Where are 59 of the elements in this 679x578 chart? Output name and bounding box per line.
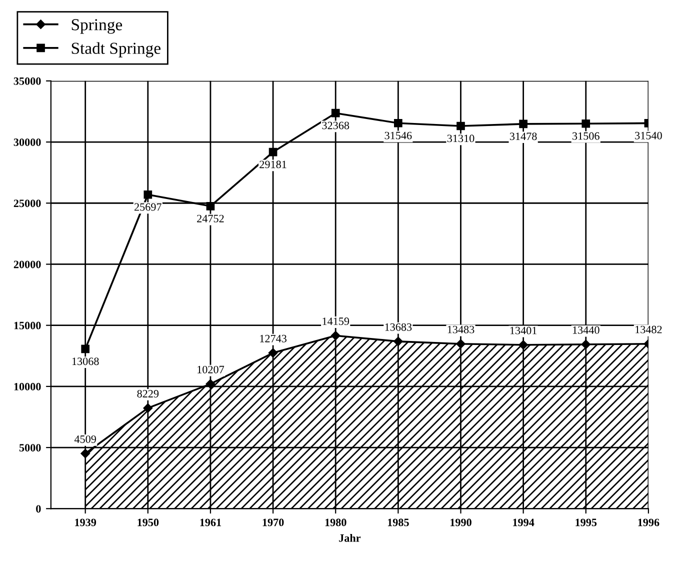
data-label: 29181 (260, 160, 286, 168)
data-label: 25697 (134, 203, 162, 211)
x-tick-label: 1994 (513, 518, 534, 526)
y-tick-label: 25000 (14, 200, 41, 208)
x-tick-label: 1939 (75, 518, 96, 526)
x-tick-label: 1950 (138, 518, 159, 526)
y-tick-label: 30000 (14, 138, 41, 146)
x-tick-label: 1970 (262, 518, 284, 526)
point (456, 122, 465, 130)
x-tick-label: 1985 (388, 518, 409, 526)
x-tick-label: 1961 (200, 518, 222, 526)
y-tick-label: 15000 (14, 322, 41, 330)
data-label: 31506 (572, 132, 600, 140)
data-label: 14159 (322, 318, 350, 326)
point (581, 340, 590, 350)
point (394, 118, 402, 128)
point (331, 108, 340, 118)
data-label: 12743 (260, 334, 286, 342)
data-label: 31310 (447, 134, 474, 142)
x-axis-title: Jahr (339, 534, 361, 542)
data-label: 10207 (198, 366, 224, 374)
point (80, 448, 90, 458)
y-tick-label: 10000 (14, 382, 41, 390)
point (518, 340, 528, 350)
data-label: 31540 (635, 132, 662, 140)
point (206, 379, 216, 389)
y-tick-label: 35000 (14, 77, 41, 85)
data-label: 13068 (72, 358, 99, 366)
point (206, 202, 215, 210)
data-label: 13482 (636, 326, 662, 334)
data-label: 13483 (448, 326, 474, 334)
data-label: 13683 (385, 323, 412, 331)
x-tick-label: 1980 (325, 518, 346, 526)
point (144, 190, 152, 199)
data-label: 32368 (322, 122, 350, 130)
y-tick-label: 20000 (14, 260, 41, 268)
data-label: 13401 (510, 326, 537, 334)
data-label: 13440 (572, 326, 600, 334)
data-label: 31546 (384, 132, 412, 140)
point (268, 148, 278, 156)
point (330, 330, 340, 340)
data-label: 31478 (510, 132, 537, 140)
data-label: 24752 (197, 214, 224, 222)
point (456, 339, 466, 348)
point (519, 120, 528, 128)
point (143, 403, 153, 413)
point (582, 119, 590, 128)
y-tick-label: 0 (36, 505, 41, 513)
legend-label: Stadt Springe (72, 42, 160, 58)
x-tick-label: 1995 (576, 518, 597, 526)
legend-label: Springe (72, 19, 122, 34)
data-label: 8229 (137, 390, 159, 398)
x-tick-label: 1990 (450, 518, 472, 526)
data-label: 4509 (74, 435, 96, 443)
x-tick-label: 1996 (638, 518, 660, 526)
point (394, 336, 403, 346)
point (81, 344, 90, 354)
point (268, 348, 278, 358)
y-tick-label: 5000 (19, 444, 41, 452)
